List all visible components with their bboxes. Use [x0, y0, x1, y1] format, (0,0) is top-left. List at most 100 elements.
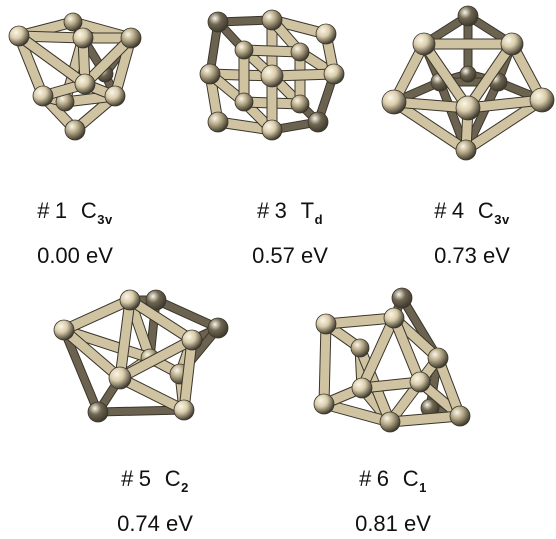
- c5-atom-3: [207, 317, 229, 339]
- c4-atom-3: [381, 89, 407, 115]
- c5-bond-5: [59, 325, 125, 383]
- cluster-6-label: # 6 C1 0.81 eV: [338, 466, 448, 537]
- cluster-3-energy: 0.57 eV: [252, 243, 328, 268]
- c6-atom-6: [409, 371, 431, 393]
- c6-bond-4: [389, 313, 425, 387]
- cluster-3-symmetry-sub: d: [314, 212, 324, 227]
- c4-atom-5: [455, 95, 481, 121]
- c4-atom-2: [500, 32, 524, 56]
- cluster-6-title: # 6 C1: [359, 466, 427, 495]
- c5-bond-9: [115, 373, 189, 415]
- c1-atom-2: [120, 27, 142, 49]
- cluster-3-title: # 3 Td: [256, 198, 324, 227]
- cluster-4-symmetry-sub: 3v: [494, 212, 510, 227]
- c6-atom-9: [449, 405, 471, 427]
- c5-bond-7: [115, 335, 197, 383]
- c3-atom-7: [261, 119, 283, 141]
- cluster-5-number: 5: [138, 466, 152, 491]
- cluster-4-number: 4: [451, 198, 465, 223]
- cluster-6-symmetry: C: [402, 466, 420, 491]
- c5-atom-0: [119, 289, 141, 311]
- cluster-3-label: # 3 Td 0.57 eV: [235, 198, 345, 269]
- c1-atom-3: [72, 27, 94, 49]
- c4-atom-8: [455, 139, 477, 161]
- cluster-3-svg: [199, 9, 345, 141]
- c5-bond-12: [94, 406, 188, 416]
- cluster-5-symmetry-sub: 2: [181, 480, 189, 495]
- c6-bond-3: [357, 313, 399, 393]
- c4-bond-5: [419, 39, 473, 113]
- cluster-1-label: # 1 C3v 0.00 eV: [20, 198, 130, 269]
- c3-atom-12: [290, 94, 310, 114]
- c1-atom-0: [8, 25, 30, 47]
- c6-bond-14: [319, 399, 395, 427]
- c5-atom-2: [53, 319, 75, 341]
- c1-atom-1: [63, 12, 83, 32]
- c1-atom-4: [74, 73, 96, 95]
- c3-atom-9: [234, 40, 254, 60]
- c1-atom-5: [32, 85, 54, 107]
- cluster-4-title: # 4 C3v: [434, 198, 510, 227]
- c1-atom-6: [104, 85, 126, 107]
- c4-atom-1: [412, 32, 436, 56]
- cluster-3-model: [199, 9, 345, 142]
- c6-bond-15: [385, 411, 465, 427]
- cluster-3-number: 3: [274, 198, 288, 223]
- c1-bond-4: [14, 31, 48, 101]
- c4-bond-8: [463, 95, 547, 113]
- c5-atom-1: [145, 289, 167, 311]
- c3-atom-3: [199, 63, 221, 85]
- cluster-1-model: [5, 10, 145, 150]
- c5-bond-6: [115, 295, 135, 383]
- c1-bond-2: [14, 31, 88, 43]
- cluster-6-number: 6: [376, 466, 390, 491]
- c5-bond-3: [152, 296, 222, 332]
- c4-bond-15: [389, 97, 471, 155]
- c3-atom-1: [261, 9, 283, 31]
- c4-bond-6: [463, 39, 517, 113]
- cluster-6-energy: 0.81 eV: [355, 511, 431, 536]
- c3-atom-2: [315, 23, 337, 45]
- c5-atom-9: [173, 399, 195, 421]
- cluster-5-symmetry: C: [164, 466, 182, 491]
- cluster-4-energy: 0.73 eV: [434, 243, 510, 268]
- cluster-6-svg: [313, 287, 471, 433]
- c6-atom-7: [313, 393, 335, 415]
- cluster-4-symmetry: C: [477, 198, 495, 223]
- c6-atom-4: [427, 347, 449, 369]
- cluster-5-title: # 5 C2: [121, 466, 189, 495]
- cluster-1-symmetry: C: [80, 198, 98, 223]
- c1-bond-17: [14, 31, 90, 89]
- cluster-6-model: [310, 287, 480, 438]
- c6-bond-20: [319, 319, 331, 409]
- cluster-5-label: # 5 C2 0.74 eV: [100, 466, 210, 537]
- cluster-3-symmetry: T: [300, 198, 315, 223]
- c6-atom-1: [315, 313, 337, 335]
- c3-atom-10: [290, 42, 310, 62]
- c4-bond-16: [461, 95, 547, 155]
- c5-bond-1: [59, 295, 135, 335]
- c3-atom-0: [207, 11, 229, 33]
- c5-bond-8: [179, 335, 197, 415]
- c5-atom-6: [108, 366, 132, 390]
- cluster-4-svg: [381, 5, 555, 161]
- c5-bond-10: [60, 326, 102, 416]
- c3-atom-4: [260, 64, 284, 88]
- c3-atom-6: [207, 111, 229, 133]
- c4-atom-4: [529, 87, 555, 113]
- cluster-6-symmetry-sub: 1: [419, 480, 427, 495]
- cluster-5-svg: [53, 289, 229, 423]
- cluster-5-model: [52, 288, 242, 428]
- c3-atom-5: [323, 63, 345, 85]
- c6-bond-2: [321, 313, 399, 329]
- c4-atom-9: [459, 65, 477, 83]
- c3-atom-11: [234, 92, 254, 112]
- cluster-1-number: 1: [54, 198, 68, 223]
- cluster-1-title: # 1 C3v: [37, 198, 113, 227]
- c5-bond-2: [125, 295, 197, 345]
- cluster-5-energy: 0.74 eV: [117, 511, 193, 536]
- cluster-1-energy: 0.00 eV: [37, 243, 113, 268]
- c6-atom-3: [350, 338, 370, 358]
- c6-atom-2: [383, 307, 405, 329]
- c5-atom-4: [181, 329, 203, 351]
